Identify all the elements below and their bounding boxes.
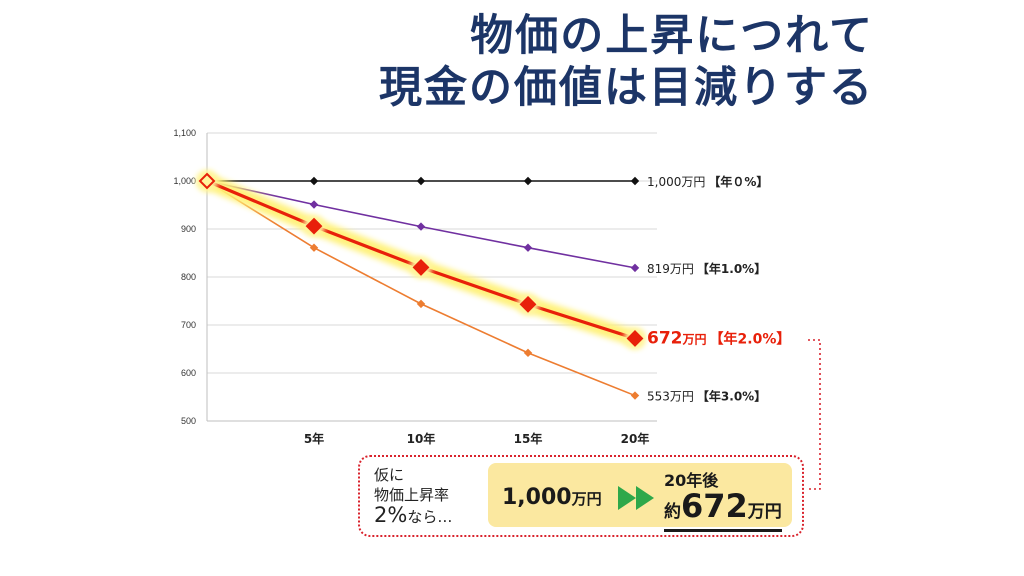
page-title: 物価の上昇につれて 現金の価値は目減りする [379,10,874,114]
after-prefix: 約 [664,502,681,522]
data-point [412,258,430,276]
y-tick-label: 600 [181,368,196,378]
end-label-unit: 万円 [670,262,694,276]
x-tick-label: 15年 [514,431,543,446]
series-2 [196,170,646,350]
data-point [309,200,319,209]
end-label-number: 553 [647,390,670,404]
data-point [309,243,319,252]
end-label-unit: 万円 [670,390,694,404]
end-label-number: 672 [647,328,683,348]
callout-connector [806,339,821,490]
data-point [416,299,426,309]
assumption-line-1: 仮に [374,466,405,484]
assumption-tail: なら… [407,508,453,526]
y-tick-label: 900 [181,224,196,234]
data-point [626,330,644,347]
series-end-label: 553万円 【年3.0%】 [647,389,766,404]
y-tick-label: 700 [181,320,196,330]
data-point [519,295,537,313]
x-tick-label: 10年 [407,431,436,446]
end-label-rate: 【年1.0%】 [697,261,766,276]
end-label-rate: 【年2.0%】 [710,330,791,347]
y-tick-label: 1,000 [173,176,196,186]
series-labels: 1,000万円 【年０%】819万円 【年1.0%】553万円 【年3.0%】672万… [647,174,790,404]
assumption-line-2: 物価上昇率 [374,486,450,504]
data-point [630,176,640,186]
x-tick-label: 20年 [621,431,650,446]
assumption-rate: 2% [374,503,408,527]
series-layer [196,170,646,400]
data-point [198,172,216,190]
from-unit: 万円 [571,490,602,508]
data-point [523,243,533,252]
end-label-number: 1,000 [647,175,681,189]
data-point [630,263,640,273]
data-point [309,176,319,186]
end-label-unit: 万円 [681,175,705,189]
result-box: 1,000万円 20年後 約672万円 [488,463,792,532]
data-point [523,348,533,358]
double-arrow-icon [618,486,654,510]
title-line-2: 現金の価値は目減りする [379,63,874,113]
series-0 [202,176,640,186]
end-label-unit: 万円 [682,332,707,346]
data-point [305,217,323,235]
end-label-rate: 【年０%】 [708,174,768,189]
after-amount: 約672万円 [664,489,782,532]
data-point [416,222,426,231]
title-line-1: 物価の上昇につれて [470,11,874,61]
from-amount: 1,000万円 [502,485,602,510]
after-unit: 万円 [747,502,782,522]
x-axis: 5年 10年 15年 20年 [207,420,657,446]
x-tick-label: 5年 [304,431,324,446]
after-label: 20年後 [664,471,719,490]
y-tick-label: 800 [181,272,196,282]
end-label-rate: 【年3.0%】 [697,389,766,404]
series-end-label: 1,000万円 【年０%】 [647,174,768,189]
series-end-label: 819万円 【年1.0%】 [647,261,766,276]
assumption-text: 仮に 物価上昇率 2%なら… [374,465,452,527]
from-value: 1,000 [502,485,572,510]
data-point [523,176,533,186]
data-point [416,176,426,186]
y-tick-label: 1,100 [173,128,196,138]
callout-box: 仮に 物価上昇率 2%なら… 1,000万円 20年後 約672万円 [358,455,804,537]
after-value: 672 [681,487,748,525]
end-label-number: 819 [647,262,670,276]
data-point [630,391,640,400]
y-tick-label: 500 [181,416,196,426]
series-end-label: 672万円 【年2.0%】 [647,328,790,348]
